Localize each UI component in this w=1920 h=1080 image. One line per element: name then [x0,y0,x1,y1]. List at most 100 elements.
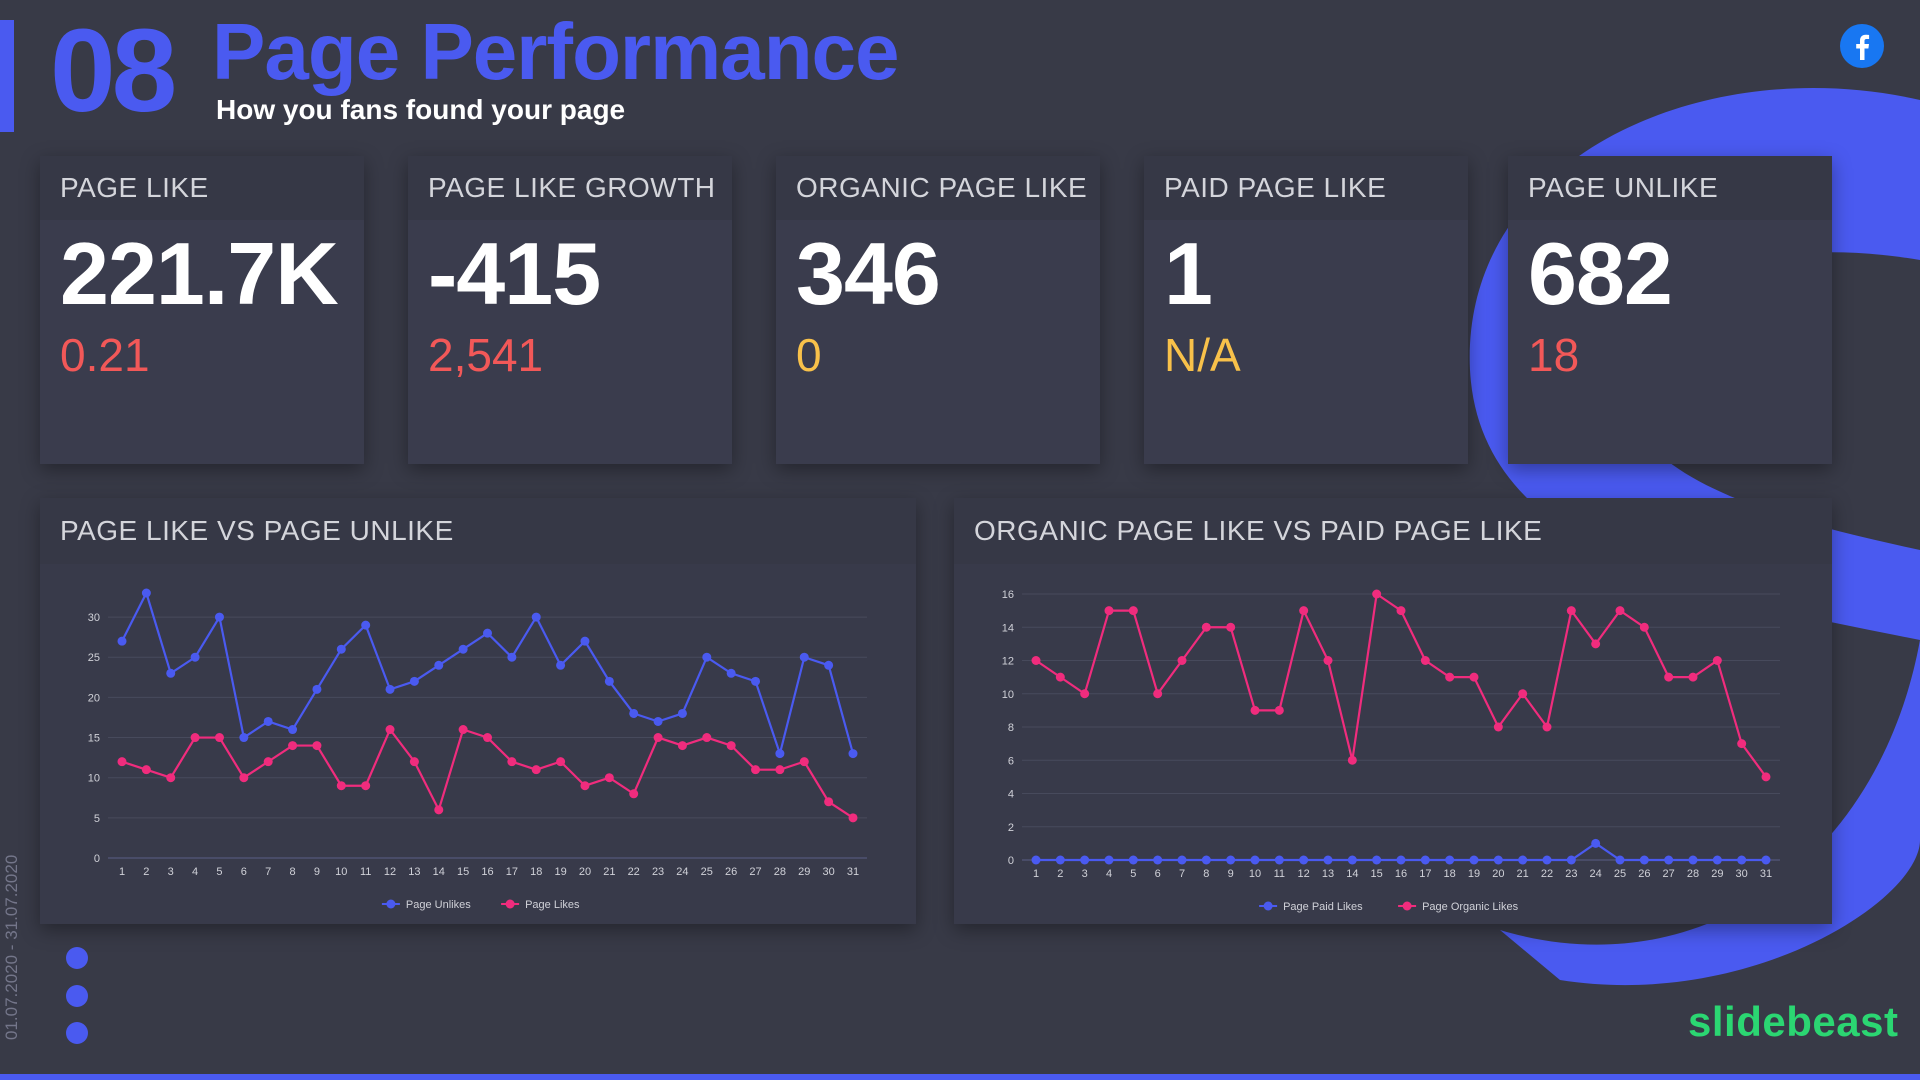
kpi-card-page-unlike: PAGE UNLIKE 682 18 [1508,156,1832,464]
nav-dot[interactable] [66,947,88,969]
nav-dot[interactable] [66,1022,88,1044]
x-tick-label: 29 [798,866,810,878]
y-tick-label: 16 [1002,589,1014,601]
x-tick-label: 11 [1274,868,1285,880]
x-tick-label: 16 [481,866,493,878]
x-tick-label: 31 [1760,868,1772,880]
data-point [1250,855,1260,865]
y-tick-label: 25 [88,652,100,664]
x-tick-label: 26 [1638,868,1650,880]
chart-title: PAGE LIKE VS PAGE UNLIKE [40,498,916,564]
legend-label: Page Organic Likes [1422,901,1518,913]
x-tick-label: 19 [1468,868,1480,880]
y-tick-label: 0 [94,853,100,865]
data-point [1518,689,1528,699]
facebook-icon[interactable] [1840,24,1884,68]
accent-bar [0,20,14,132]
data-point [239,733,249,743]
data-point [1250,705,1260,715]
data-point [507,757,517,767]
bottom-accent-bar [0,1074,1920,1080]
data-point [799,757,809,767]
data-point [214,612,224,622]
data-point [1226,855,1236,865]
data-point [336,781,346,791]
data-point [385,725,395,735]
x-tick-label: 24 [1590,868,1602,880]
x-tick-label: 21 [603,866,615,878]
x-tick-label: 1 [119,866,125,878]
data-point [1031,656,1041,665]
data-point [1712,656,1722,665]
data-point [1323,656,1333,665]
data-point [1177,855,1187,865]
kpi-card-paid-page-like: PAID PAGE LIKE 1 N/A [1144,156,1468,464]
data-point [1615,606,1625,616]
x-tick-label: 17 [1419,868,1431,880]
kpi-label: PAGE LIKE GROWTH [408,156,732,220]
x-tick-label: 2 [143,866,149,878]
data-point [1420,855,1430,865]
x-tick-label: 25 [1614,868,1626,880]
data-point [263,716,273,726]
x-tick-label: 3 [1082,868,1088,880]
x-tick-label: 7 [265,866,271,878]
legend-swatch-dot [1263,901,1273,911]
page-title: Page Performance [212,7,900,96]
data-point [1372,589,1382,599]
x-tick-label: 30 [823,866,835,878]
data-point [531,612,541,622]
y-tick-label: 20 [88,692,100,704]
x-tick-label: 8 [290,866,296,878]
kpi-label: PAGE UNLIKE [1508,156,1832,220]
x-tick-label: 4 [1106,868,1112,880]
data-point [507,652,517,662]
data-point [263,757,273,767]
data-point [653,716,663,726]
data-point [531,765,541,775]
data-point [1153,855,1163,865]
data-point [434,660,444,670]
data-point [1396,855,1406,865]
kpi-value: -415 [428,224,601,323]
kpi-label: PAGE LIKE [40,156,364,220]
x-tick-label: 3 [168,866,174,878]
y-tick-label: 8 [1008,722,1014,734]
data-point [1274,705,1284,715]
data-point [385,684,395,694]
data-point [361,620,371,630]
x-tick-label: 22 [628,866,640,878]
date-range: 01.07.2020 - 31.07.2020 [2,854,21,1040]
data-point [1323,855,1333,865]
data-point [1128,606,1138,616]
nav-dot[interactable] [66,985,88,1007]
series-line [1035,592,1767,778]
x-tick-label: 11 [360,866,371,878]
data-point [580,636,590,646]
data-point [1299,855,1309,865]
x-tick-label: 19 [554,866,566,878]
data-point [1493,722,1503,732]
x-tick-label: 15 [457,866,469,878]
x-tick-label: 4 [192,866,198,878]
x-tick-label: 14 [1346,868,1358,880]
kpi-change: 2,541 [428,329,544,381]
data-point [1055,672,1065,682]
data-point [556,757,566,767]
y-tick-label: 10 [1002,689,1014,701]
x-tick-label: 29 [1711,868,1723,880]
kpi-label: PAID PAGE LIKE [1144,156,1468,220]
data-point [288,725,298,735]
y-tick-label: 6 [1008,755,1014,767]
x-tick-label: 1 [1033,868,1039,880]
page-subtitle: How you fans found your page [216,94,626,125]
data-point [726,741,736,751]
x-tick-label: 10 [1249,868,1261,880]
x-tick-label: 20 [579,866,591,878]
x-tick-label: 5 [1130,868,1136,880]
data-point [1712,855,1722,865]
data-point [824,797,834,807]
x-tick-label: 13 [408,866,420,878]
data-point [1761,772,1771,782]
data-point [434,805,444,815]
